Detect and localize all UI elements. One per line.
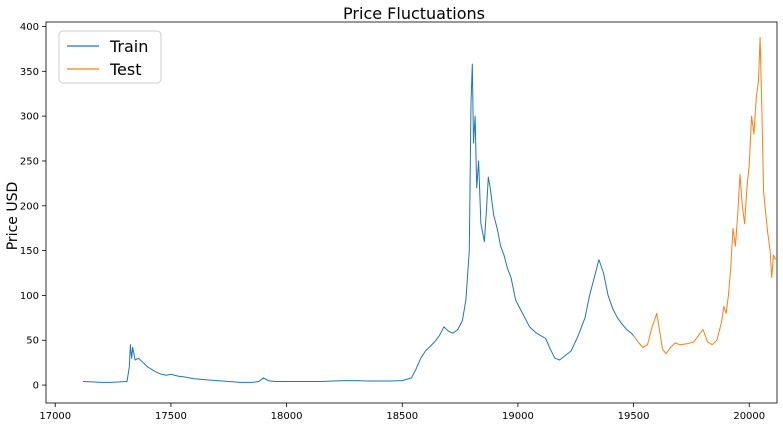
y-axis-ticks: 0 50 100 150 200 250 300 350 400 [20, 22, 46, 392]
series-lines [82, 36, 777, 383]
y-tick-label: 300 [20, 112, 39, 123]
x-tick-label: 20000 [733, 411, 765, 422]
y-tick-label: 250 [20, 156, 39, 167]
series-line-train [82, 63, 634, 383]
x-tick-label: 18000 [271, 411, 303, 422]
y-tick-label: 50 [26, 336, 39, 347]
plot-frame [45, 21, 778, 404]
legend-label-test: Test [109, 60, 142, 79]
chart-title: Price Fluctuations [343, 4, 485, 23]
x-axis-ticks: 17000 17500 18000 18500 19000 19500 20000 [39, 403, 765, 422]
legend-box [58, 30, 162, 84]
y-axis-label: Price USD [5, 182, 21, 251]
y-tick-label: 150 [20, 246, 39, 257]
y-tick-label: 400 [20, 22, 39, 33]
y-tick-label: 100 [20, 291, 39, 302]
legend-label-train: Train [109, 37, 148, 56]
series-line-test [633, 36, 777, 355]
y-tick-label: 350 [20, 67, 39, 78]
y-tick-label: 0 [33, 381, 39, 392]
x-tick-label: 19500 [618, 411, 650, 422]
y-tick-label: 200 [20, 201, 39, 212]
x-tick-label: 17500 [155, 411, 187, 422]
x-tick-label: 19000 [502, 411, 534, 422]
x-tick-label: 18500 [386, 411, 418, 422]
legend: Train Test [58, 30, 162, 84]
x-tick-label: 17000 [39, 411, 71, 422]
